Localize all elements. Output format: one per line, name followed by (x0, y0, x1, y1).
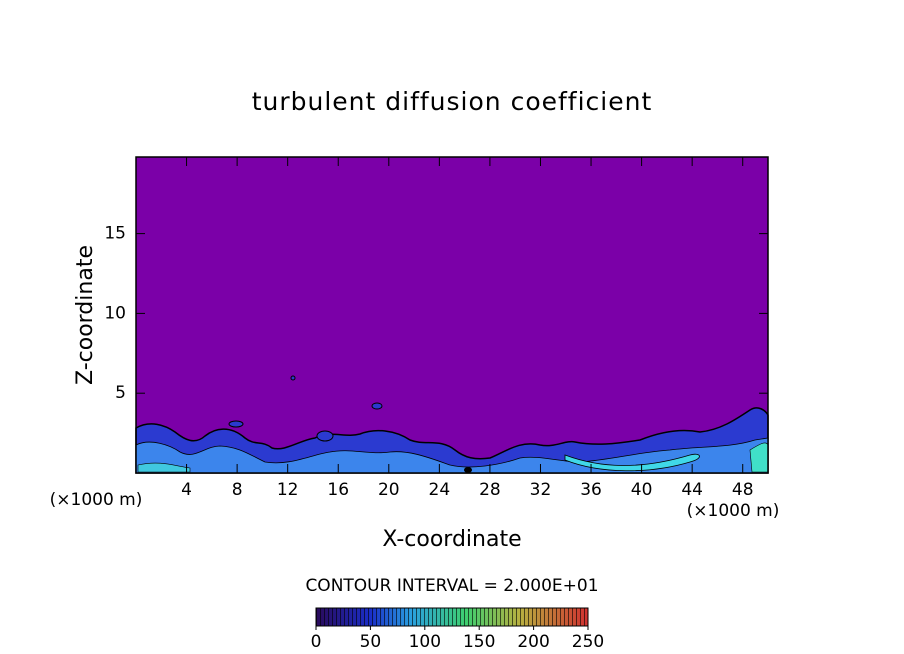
x-tick-label: 28 (479, 480, 501, 500)
colorbar-tick-label: 100 (409, 632, 441, 652)
y-tick-label: 10 (104, 303, 126, 323)
x-tick-label: 24 (429, 480, 451, 500)
x-tick-label: 40 (631, 480, 653, 500)
colorbar-tick-label: 200 (517, 632, 549, 652)
y-axis-label: Z-coordinate (73, 245, 98, 385)
colorbar-tick-label: 250 (572, 632, 604, 652)
colorbar-tick-label: 150 (463, 632, 495, 652)
x-tick-label: 44 (681, 480, 703, 500)
x-tick-label: 8 (232, 480, 243, 500)
x-unit-label: (×1000 m) (687, 501, 780, 521)
x-tick-label: 20 (378, 480, 400, 500)
x-tick-label: 32 (530, 480, 552, 500)
plot-background (136, 157, 768, 473)
turbulence-field (135, 375, 769, 474)
chart-title: turbulent diffusion coefficient (252, 87, 653, 116)
x-unit-label: (×1000 m) (50, 490, 143, 510)
x-tick-label: 4 (181, 480, 192, 500)
y-tick-label: 15 (104, 224, 126, 244)
x-tick-label: 36 (580, 480, 602, 500)
y-tick-label: 5 (115, 383, 126, 403)
colorbar-tick-label: 50 (360, 632, 382, 652)
plot-frame (135, 156, 769, 474)
colorbar-tick-label: 0 (311, 632, 322, 652)
x-tick-label: 48 (732, 480, 754, 500)
contour-interval: CONTOUR INTERVAL = 2.000E+01 (305, 576, 598, 596)
x-axis-label: X-coordinate (382, 527, 521, 552)
colorbar-frame (315, 607, 589, 627)
x-tick-label: 12 (277, 480, 299, 500)
x-tick-label: 16 (327, 480, 349, 500)
